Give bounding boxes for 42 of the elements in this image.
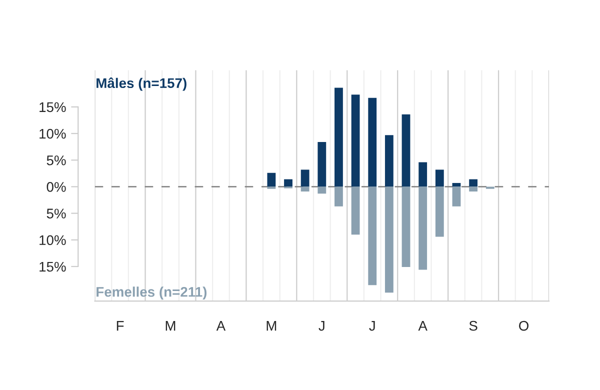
x-tick-label: M (166, 321, 176, 331)
x-tick-label: J (318, 321, 324, 331)
bar (418, 186, 428, 270)
bar (418, 162, 428, 187)
bar (318, 186, 326, 194)
bar (469, 179, 478, 187)
y-tick-label: 15% (40, 262, 66, 272)
y-tick-label: 10% (40, 128, 66, 139)
bar (384, 186, 394, 293)
bar (452, 182, 461, 187)
bar (384, 135, 394, 187)
bar (435, 170, 444, 187)
bar (267, 172, 276, 187)
bar (435, 186, 444, 237)
x-tick-label: O (519, 320, 529, 331)
bar (368, 98, 377, 187)
x-tick-label: J (369, 321, 375, 331)
x-tick-label: A (216, 321, 226, 331)
bar (334, 186, 343, 206)
bar (334, 88, 343, 187)
bar (284, 179, 292, 187)
y-tick-label: 5% (46, 156, 66, 166)
y-tick-label: 0% (46, 182, 66, 192)
bar (402, 186, 410, 268)
x-tick-label: F (116, 321, 124, 331)
y-tick-label: 5% (46, 208, 66, 218)
bar (402, 114, 410, 187)
x-tick-label: S (469, 320, 478, 331)
bar (351, 186, 360, 235)
bar (368, 186, 377, 286)
bar (318, 142, 326, 187)
y-tick-label: 10% (40, 235, 66, 246)
x-tick-label: A (418, 321, 428, 331)
y-tick-label: 15% (40, 102, 66, 112)
bar (351, 94, 360, 187)
text: Femelles (n=211) (96, 286, 207, 300)
x-tick-label: M (266, 321, 276, 331)
bar (469, 186, 478, 192)
bar (300, 186, 310, 192)
bar (300, 170, 310, 187)
text: Mâles (n=157) (96, 78, 186, 91)
bar (452, 186, 461, 206)
